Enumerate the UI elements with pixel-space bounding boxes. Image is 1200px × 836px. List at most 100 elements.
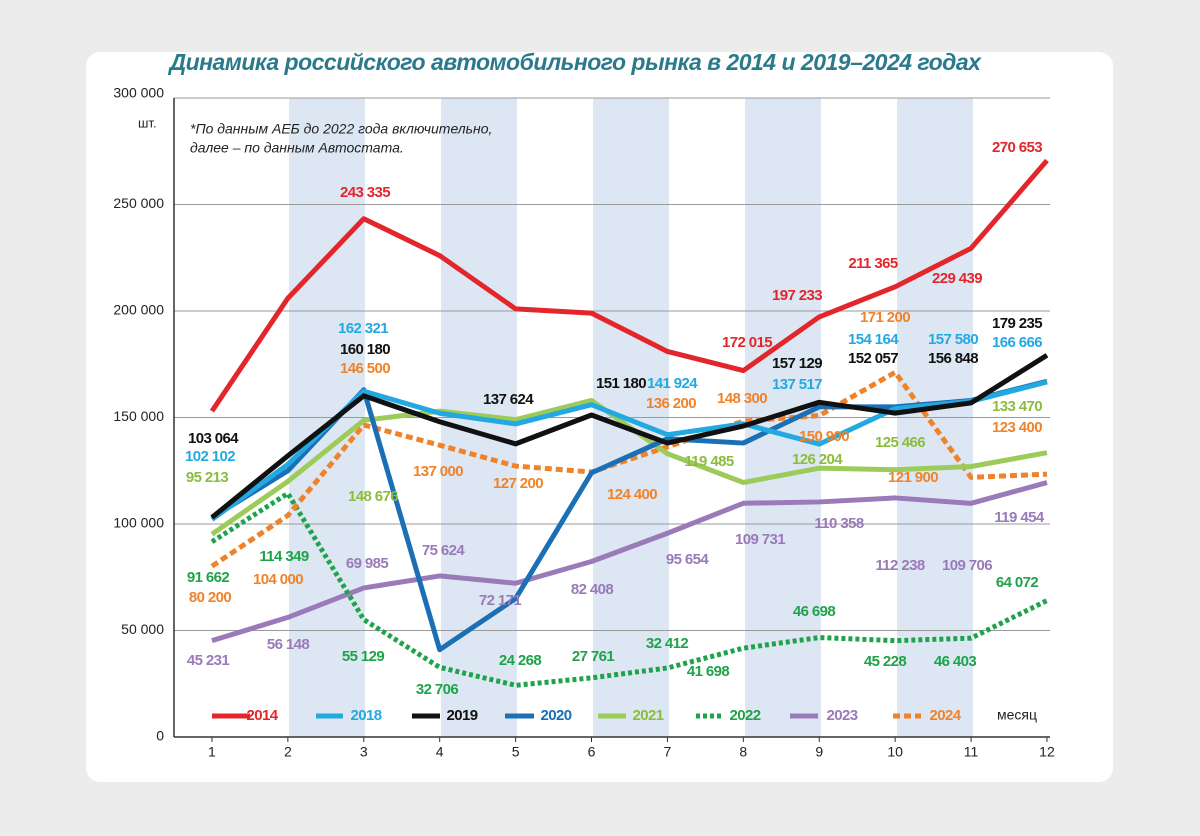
x-tick-label: 2	[284, 744, 292, 760]
y-unit: шт.	[138, 115, 157, 130]
x-tick-label: 7	[664, 744, 672, 760]
data-label: 46 403	[934, 653, 977, 670]
data-label: 150 900	[799, 428, 849, 445]
y-tick-label: 100 000	[113, 515, 164, 531]
chart-title: Динамика российского автомобильного рынк…	[168, 49, 983, 75]
data-label: 119 454	[994, 509, 1044, 526]
data-label: 154 164	[848, 331, 899, 348]
plot	[173, 97, 1050, 742]
data-label: 172 015	[722, 334, 772, 351]
legend-label: 2018	[351, 707, 382, 724]
x-axis-label: месяц	[997, 707, 1037, 723]
legend-label: 2020	[541, 707, 572, 724]
data-label: 157 129	[772, 355, 822, 372]
legend-label: 2014	[247, 707, 279, 724]
note: далее – по данным Автостата.	[190, 140, 404, 156]
data-label: 126 204	[792, 451, 843, 468]
data-label: 72 171	[479, 592, 522, 609]
y-tick-label: 0	[156, 728, 164, 744]
data-label: 69 985	[346, 555, 389, 572]
data-label: 27 761	[572, 648, 615, 665]
data-label: 41 698	[687, 663, 730, 680]
data-label: 95 654	[666, 551, 710, 568]
x-tick-label: 9	[815, 744, 823, 760]
x-tick-label: 12	[1039, 744, 1055, 760]
data-label: 109 706	[942, 557, 992, 574]
y-tick-label: 200 000	[113, 302, 164, 318]
x-tick-label: 3	[360, 744, 368, 760]
data-label: 112 238	[875, 557, 924, 574]
x-tick-label: 11	[964, 744, 979, 760]
data-label: 95 213	[186, 469, 229, 486]
data-label: 55 129	[342, 648, 385, 665]
data-label: 146 500	[340, 360, 390, 377]
data-label: 229 439	[932, 270, 982, 287]
series-line	[210, 369, 1048, 569]
data-label: 80 200	[189, 589, 232, 606]
data-label: 32 412	[646, 635, 689, 652]
data-label: 157 580	[928, 331, 978, 348]
y-tick-label: 150 000	[113, 408, 164, 424]
data-label: 211 365	[848, 255, 897, 272]
data-label: 82 408	[571, 581, 614, 598]
y-tick-label: 250 000	[113, 195, 164, 211]
data-label: 151 180	[596, 375, 646, 392]
note: *По данным АЕБ до 2022 года включительно…	[190, 121, 492, 137]
data-label: 127 200	[493, 475, 543, 492]
data-label: 133 470	[992, 398, 1042, 415]
data-label: 166 666	[992, 334, 1042, 351]
data-label: 137 000	[413, 463, 463, 480]
data-label: 124 400	[607, 486, 657, 503]
data-label: 137 517	[772, 376, 822, 393]
data-label: 125 466	[875, 434, 925, 451]
x-tick-label: 1	[208, 744, 216, 760]
data-label: 75 624	[422, 542, 466, 559]
legend-label: 2019	[447, 707, 478, 724]
data-label: 156 848	[928, 350, 978, 367]
data-label: 121 900	[888, 469, 938, 486]
data-label: 104 000	[253, 571, 303, 588]
data-label: 24 268	[499, 652, 542, 669]
data-label: 110 358	[814, 515, 863, 532]
series-line	[209, 158, 1049, 413]
x-tick-label: 10	[887, 744, 903, 760]
series-line	[210, 490, 1049, 688]
data-label: 119 485	[684, 453, 733, 470]
data-label: 109 731	[735, 531, 785, 548]
data-label: 46 698	[793, 603, 836, 620]
y-tick-label: 50 000	[121, 621, 164, 637]
data-label: 114 349	[259, 548, 308, 565]
data-label: 148 676	[348, 488, 398, 505]
data-label: 162 321	[338, 320, 388, 337]
data-label: 137 624	[483, 391, 534, 408]
legend-label: 2024	[930, 707, 962, 724]
data-label: 136 200	[646, 395, 696, 412]
x-tick-label: 6	[588, 744, 596, 760]
data-label: 179 235	[992, 315, 1042, 332]
x-tick-label: 8	[739, 744, 747, 760]
data-label: 160 180	[340, 341, 390, 358]
x-tick-label: 5	[512, 744, 520, 760]
legend-label: 2023	[827, 707, 858, 724]
data-label: 270 653	[992, 139, 1042, 156]
data-label: 243 335	[340, 184, 390, 201]
data-label: 45 231	[187, 652, 230, 669]
series-line	[210, 353, 1049, 520]
y-tick-label: 300 000	[113, 85, 164, 101]
data-label: 141 924	[647, 375, 698, 392]
x-tick-label: 4	[436, 744, 444, 760]
data-label: 56 148	[267, 636, 310, 653]
data-label: 102 102	[185, 448, 235, 465]
data-label: 103 064	[188, 430, 239, 447]
data-label: 64 072	[996, 574, 1039, 591]
data-label: 152 057	[848, 350, 898, 367]
series-line	[211, 480, 1048, 644]
data-label: 123 400	[992, 419, 1042, 436]
data-label: 171 200	[860, 309, 910, 326]
data-label: 32 706	[416, 681, 459, 698]
data-label: 148 300	[717, 390, 767, 407]
data-label: 91 662	[187, 569, 230, 586]
legend-label: 2021	[633, 707, 664, 724]
legend-label: 2022	[730, 707, 761, 724]
